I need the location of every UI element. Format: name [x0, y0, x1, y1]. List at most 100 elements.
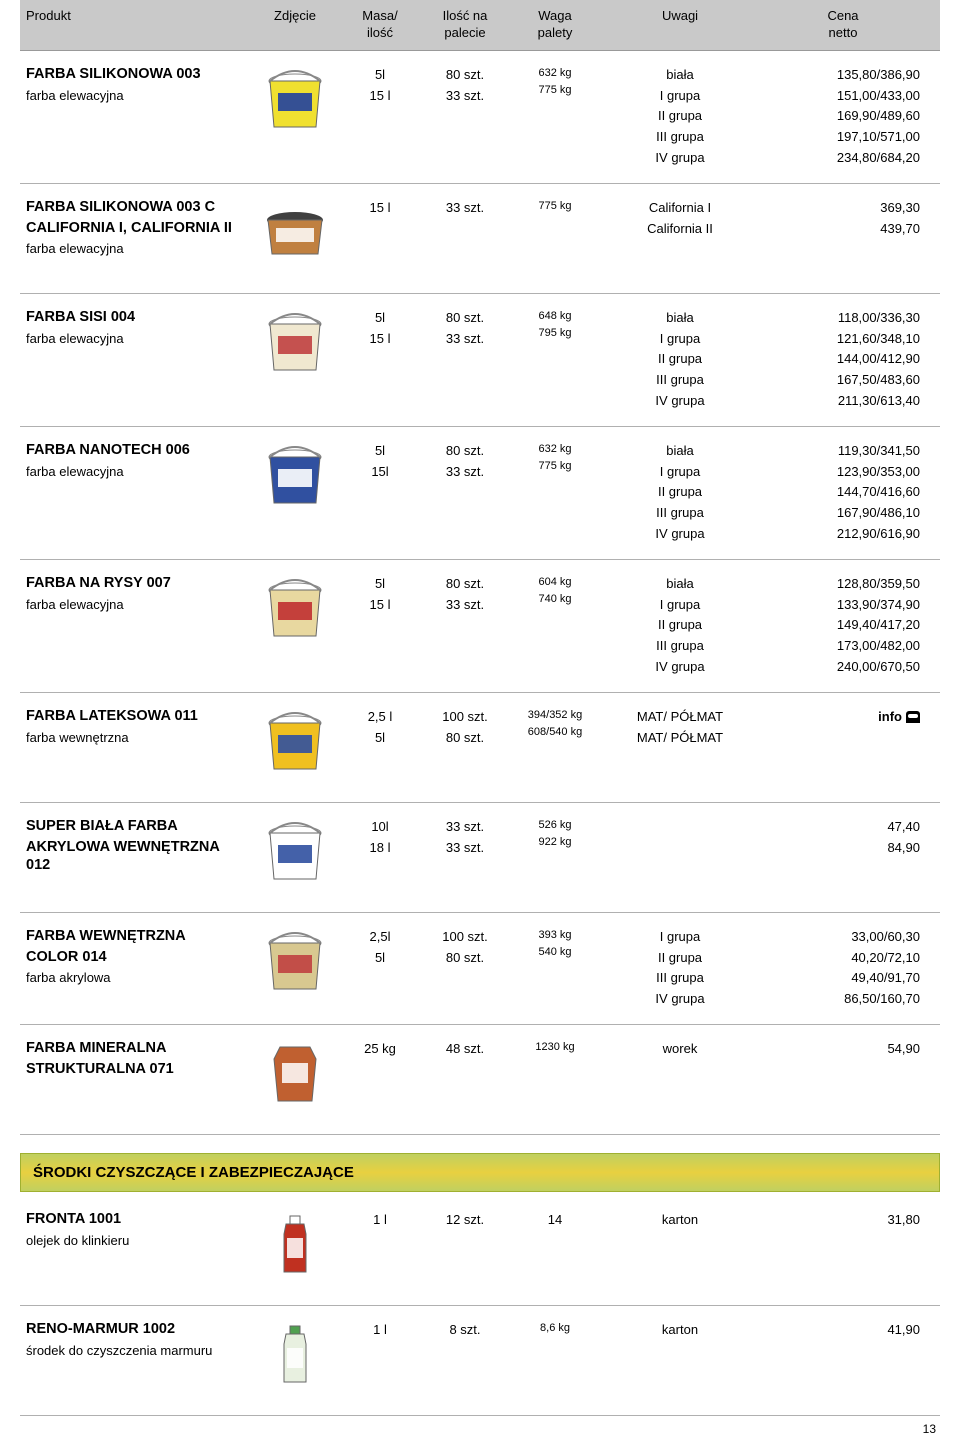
cell-line: 5l: [346, 308, 414, 329]
product-title: FARBA NANOTECH 006: [26, 441, 244, 460]
table-row: RENO-MARMUR 1002 środek do czyszczenia m…: [20, 1306, 940, 1416]
mass-cell: 2,5l5l: [340, 925, 420, 1012]
header-cena: Cena netto: [760, 0, 930, 50]
cell-line: 86,50/160,70: [766, 989, 920, 1010]
weight-cell: 8,6 kg: [510, 1318, 600, 1403]
product-bucket-icon: [260, 707, 330, 777]
cell-line: 15 l: [346, 198, 414, 219]
product-cell: FARBA SISI 004 farba elewacyjna: [20, 306, 250, 414]
product-title-2: AKRYLOWA WEWNĘTRZNA 012: [26, 838, 244, 876]
pallet-cell: 80 szt.33 szt.: [420, 439, 510, 547]
cell-line: 1 l: [346, 1320, 414, 1341]
product-subtitle: farba elewacyjna: [26, 239, 244, 260]
weight-cell: 632 kg775 kg: [510, 63, 600, 171]
cell-line: 33 szt.: [426, 838, 504, 859]
price-cell: 118,00/336,30121,60/348,10144,00/412,901…: [760, 306, 930, 414]
mass-cell: 5l15 l: [340, 306, 420, 414]
cell-line: 80 szt.: [426, 948, 504, 969]
cell-line: I grupa: [606, 86, 754, 107]
mass-cell: 5l15 l: [340, 63, 420, 171]
image-cell: [250, 439, 340, 547]
cell-line: 133,90/374,90: [766, 595, 920, 616]
mass-cell: 15 l: [340, 196, 420, 281]
note-cell: białaI grupaII grupaIII grupaIV grupa: [600, 306, 760, 414]
cell-line: 211,30/613,40: [766, 391, 920, 412]
cell-line: 922 kg: [516, 834, 594, 852]
cell-line: 15 l: [346, 595, 414, 616]
product-subtitle: farba elewacyjna: [26, 86, 244, 107]
product-cell: SUPER BIAŁA FARBA AKRYLOWA WEWNĘTRZNA 01…: [20, 815, 250, 900]
cell-line: 84,90: [766, 838, 920, 859]
cell-line: 128,80/359,50: [766, 574, 920, 595]
cell-line: 2,5l: [346, 927, 414, 948]
cell-line: 604 kg: [516, 574, 594, 592]
cell-line: 33 szt.: [426, 86, 504, 107]
mass-cell: 1 l: [340, 1318, 420, 1403]
cell-line: III grupa: [606, 127, 754, 148]
cell-line: California II: [606, 219, 754, 240]
cell-line: II grupa: [606, 615, 754, 636]
price-list-page: Produkt Zdjęcie Masa/ ilość Ilość na pal…: [0, 0, 960, 1456]
cell-line: California I: [606, 198, 754, 219]
cell-line: biała: [606, 441, 754, 462]
note-cell: białaI grupaII grupaIII grupaIV grupa: [600, 572, 760, 680]
weight-cell: 775 kg: [510, 196, 600, 281]
product-cell: FARBA SILIKONOWA 003 C CALIFORNIA I, CAL…: [20, 196, 250, 281]
cell-line: 121,60/348,10: [766, 329, 920, 350]
pallet-cell: 8 szt.: [420, 1318, 510, 1403]
product-bucket-icon: [260, 574, 330, 644]
product-cell: FRONTA 1001 olejek do klinkieru: [20, 1208, 250, 1293]
cell-line: 80 szt.: [426, 65, 504, 86]
image-cell: [250, 572, 340, 680]
header-ilosc: Ilość na palecie: [420, 0, 510, 50]
cell-line: 8 szt.: [426, 1320, 504, 1341]
cell-line: IV grupa: [606, 524, 754, 545]
cell-line: biała: [606, 308, 754, 329]
product-subtitle: farba wewnętrzna: [26, 728, 244, 749]
image-cell: [250, 1208, 340, 1293]
cell-line: 100 szt.: [426, 927, 504, 948]
product-bucket-icon: [260, 441, 330, 511]
cell-line: II grupa: [606, 948, 754, 969]
cell-line: 31,80: [766, 1210, 920, 1231]
cell-line: 5l: [346, 574, 414, 595]
pallet-cell: 80 szt.33 szt.: [420, 63, 510, 171]
cell-line: 632 kg: [516, 441, 594, 459]
weight-cell: 632 kg775 kg: [510, 439, 600, 547]
pallet-cell: 12 szt.: [420, 1208, 510, 1293]
cell-line: 2,5 l: [346, 707, 414, 728]
price-cell: 128,80/359,50133,90/374,90149,40/417,201…: [760, 572, 930, 680]
cell-line: 144,00/412,90: [766, 349, 920, 370]
cell-line: II grupa: [606, 106, 754, 127]
cell-line: I grupa: [606, 462, 754, 483]
cell-line: karton: [606, 1320, 754, 1341]
cell-line: I grupa: [606, 927, 754, 948]
product-subtitle: środek do czyszczenia marmuru: [26, 1341, 244, 1362]
price-cell: 54,90: [760, 1037, 930, 1122]
note-cell: karton: [600, 1208, 760, 1293]
product-title: FARBA WEWNĘTRZNA: [26, 927, 244, 946]
table-row: FARBA SISI 004 farba elewacyjna 5l15 l 8…: [20, 294, 940, 427]
product-subtitle: farba elewacyjna: [26, 462, 244, 483]
product-title: FARBA SISI 004: [26, 308, 244, 327]
cell-line: 169,90/489,60: [766, 106, 920, 127]
image-cell: [250, 815, 340, 900]
weight-cell: 604 kg740 kg: [510, 572, 600, 680]
price-cell: 41,90: [760, 1318, 930, 1403]
cell-line: worek: [606, 1039, 754, 1060]
product-title: FARBA SILIKONOWA 003 C: [26, 198, 244, 217]
image-cell: [250, 1037, 340, 1122]
table-row: FARBA SILIKONOWA 003 farba elewacyjna 5l…: [20, 51, 940, 184]
product-cell: FARBA WEWNĘTRZNA COLOR 014 farba akrylow…: [20, 925, 250, 1012]
cell-line: 123,90/353,00: [766, 462, 920, 483]
product-cell: FARBA NA RYSY 007 farba elewacyjna: [20, 572, 250, 680]
cell-line: 33 szt.: [426, 817, 504, 838]
pallet-cell: 100 szt.80 szt.: [420, 705, 510, 790]
cell-line: 151,00/433,00: [766, 86, 920, 107]
cell-line: 33 szt.: [426, 595, 504, 616]
weight-cell: 526 kg922 kg: [510, 815, 600, 900]
cell-line: biała: [606, 574, 754, 595]
image-cell: [250, 306, 340, 414]
product-bottle-icon: [260, 1320, 330, 1390]
cell-line: 240,00/670,50: [766, 657, 920, 678]
